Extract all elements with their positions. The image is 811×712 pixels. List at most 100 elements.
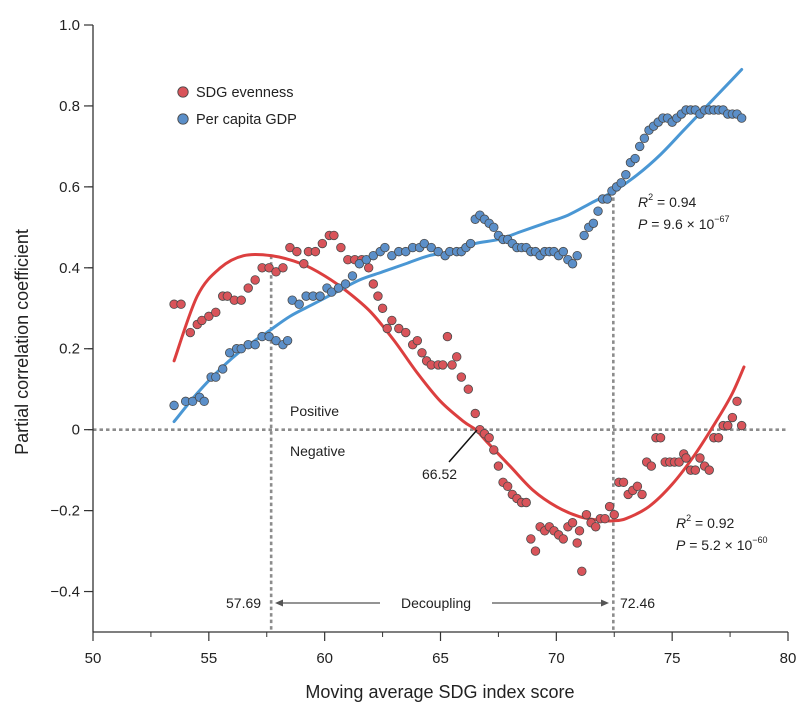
data-points (169, 105, 747, 577)
legend: SDG evenness Per capita GDP (177, 85, 297, 128)
sdg-evenness-point (695, 453, 705, 463)
per-capita-gdp-point (333, 283, 344, 293)
per-capita-gdp-point (579, 230, 589, 241)
per-capita-gdp-point (271, 335, 281, 346)
evenness-r-letter: R (676, 515, 686, 531)
y-tick-label: 0.6 (59, 179, 80, 196)
per-capita-gdp-point (736, 113, 747, 123)
sdg-evenness-point (250, 275, 260, 285)
sdg-evenness-point (456, 372, 467, 382)
sdg-evenness-point (299, 259, 309, 269)
sdg-evenness-point (646, 461, 657, 471)
per-capita-gdp-point (433, 246, 443, 257)
sdg-evenness-point (577, 566, 587, 577)
y-tick-label: −0.2 (50, 503, 80, 520)
axes: 50 55 60 65 70 75 80 −0.4 −0.2 0 0.2 0.4 0.6 0.8 1.0 (50, 17, 796, 667)
annotations: Positive Negative 66.52 57.69 Decoupling… (226, 192, 768, 611)
y-tick-label: 0 (72, 422, 80, 439)
x-ticks: 50 55 60 65 70 75 80 (85, 632, 797, 667)
sdg-evenness-point (618, 477, 629, 487)
sdg-evenness-point (387, 315, 397, 326)
sdg-evenness-point (243, 283, 253, 293)
sdg-evenness-point (521, 497, 531, 508)
sdg-evenness-point (310, 246, 321, 257)
sdg-evenness-point (704, 465, 714, 475)
sdg-evenness-point (574, 526, 585, 536)
decoupling-left-value: 57.69 (226, 595, 261, 611)
per-capita-gdp-point (315, 291, 325, 301)
per-capita-gdp-point (354, 259, 365, 269)
sdg-evenness-point (222, 291, 233, 301)
sdg-evenness-point (377, 303, 388, 313)
per-capita-gdp-point (465, 238, 476, 249)
sdg-evenness-point (609, 509, 619, 520)
x-tick-label: 55 (200, 650, 217, 667)
per-capita-gdp-point (616, 178, 626, 188)
crossing-value-label: 66.52 (422, 466, 457, 482)
sdg-evenness-point (204, 311, 214, 322)
per-capita-gdp-point (635, 141, 645, 152)
sdg-evenness-point (567, 518, 578, 528)
evenness-r-superscript: 2 (686, 513, 691, 523)
sdg-evenness-point (368, 279, 379, 289)
per-capita-gdp-point (567, 259, 578, 269)
sdg-evenness-point (681, 453, 691, 463)
per-capita-gdp-point (489, 222, 499, 233)
per-capita-gdp-point (340, 279, 351, 289)
sdg-evenness-point (470, 408, 480, 419)
sdg-evenness-point (489, 445, 499, 455)
sdg-evenness-series (169, 230, 747, 577)
sdg-evenness-point (417, 348, 427, 358)
per-capita-gdp-point (218, 364, 228, 374)
legend-label-per-capita-gdp: Per capita GDP (196, 112, 297, 128)
y-tick-label: 1.0 (59, 17, 80, 34)
sdg-evenness-point (278, 263, 288, 273)
x-tick-label: 60 (316, 650, 333, 667)
per-capita-gdp-point (630, 153, 640, 164)
x-tick-label: 70 (548, 650, 565, 667)
sdg-evenness-point (674, 457, 684, 467)
sdg-evenness-point (572, 538, 582, 548)
per-capita-gdp-point (169, 400, 179, 411)
gdp-p-letter: P (638, 216, 648, 232)
evenness-p-letter: P (676, 537, 686, 553)
sdg-evenness-point (723, 420, 733, 431)
sdg-evenness-point (604, 501, 615, 512)
per-capita-gdp-point (588, 218, 599, 228)
x-tick-label: 75 (664, 650, 681, 667)
sdg-evenness-point (452, 352, 462, 362)
sdg-evenness-point (736, 420, 747, 431)
sdg-evenness-point (581, 509, 592, 520)
sdg-evenness-fit-line (172, 252, 746, 523)
x-tick-label: 50 (85, 650, 102, 667)
sdg-evenness-point (447, 360, 457, 370)
sdg-evenness-point (591, 522, 601, 532)
per-capita-gdp-point (401, 246, 411, 257)
sdg-evenness-point (713, 433, 724, 443)
per-capita-gdp-point (380, 242, 390, 253)
y-tick-label: 0.2 (59, 341, 80, 358)
sdg-evenness-point (176, 299, 186, 309)
sdg-evenness-point (401, 327, 411, 338)
per-capita-gdp-point (211, 372, 221, 382)
sdg-evenness-point (655, 433, 666, 443)
sdg-evenness-point (442, 331, 453, 342)
x-tick-label: 65 (432, 650, 449, 667)
gdp-p-value: P = 9.6 × 10−67 (638, 214, 730, 232)
legend-marker-per-capita-gdp (177, 113, 189, 125)
decoupling-label: Decoupling (401, 595, 471, 611)
sdg-evenness-point (271, 267, 281, 277)
per-capita-gdp-point (558, 246, 568, 257)
sdg-evenness-point (727, 412, 738, 423)
sdg-evenness-point (463, 384, 474, 394)
sdg-evenness-point (197, 315, 207, 326)
x-tick-label: 80 (780, 650, 797, 667)
per-capita-gdp-point (639, 133, 650, 144)
y-tick-label: −0.4 (50, 584, 80, 601)
decoupling-arrowhead-left (275, 599, 283, 607)
sdg-evenness-point (637, 489, 647, 500)
decoupling-arrowhead-right (601, 599, 609, 607)
crossing-pointer (448, 429, 478, 463)
evenness-r-value: = 0.92 (691, 515, 734, 531)
